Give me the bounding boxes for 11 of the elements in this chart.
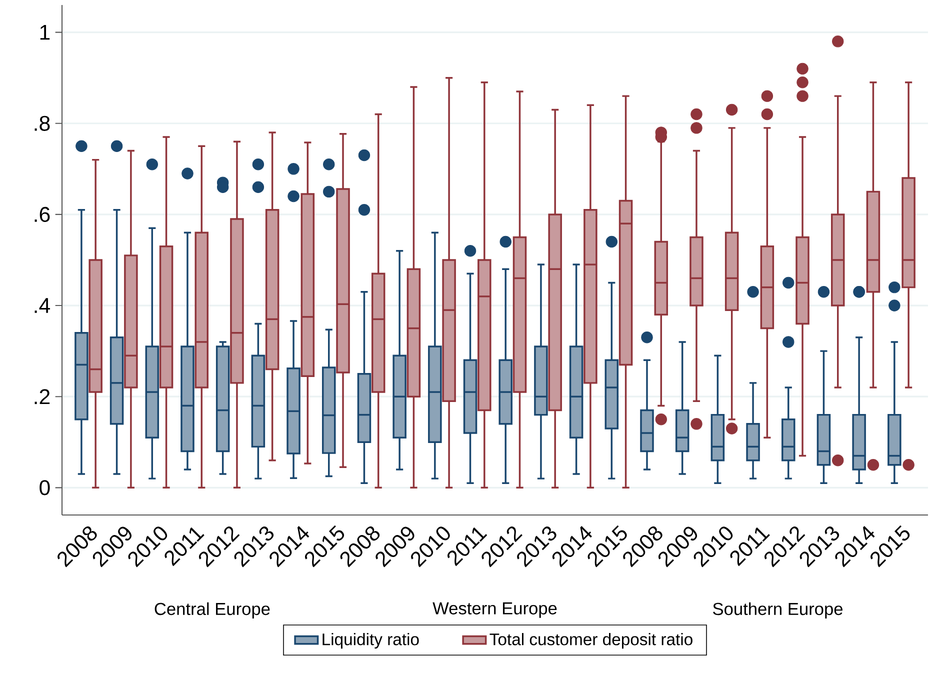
legend-label: Liquidity ratio [322,633,419,649]
y-tick-label: .8 [34,116,50,131]
y-tick-label: 1 [40,24,50,40]
y-tick-label: .4 [34,298,50,313]
y-tick-label: 0 [40,480,50,496]
text: Western Europe [432,602,557,618]
legend-label: Total customer deposit ratio [490,633,692,649]
text: Southern Europe [713,602,842,619]
text: Central Europe [154,602,270,619]
y-tick-label: .6 [34,206,50,222]
y-tick-label: .2 [34,389,50,404]
